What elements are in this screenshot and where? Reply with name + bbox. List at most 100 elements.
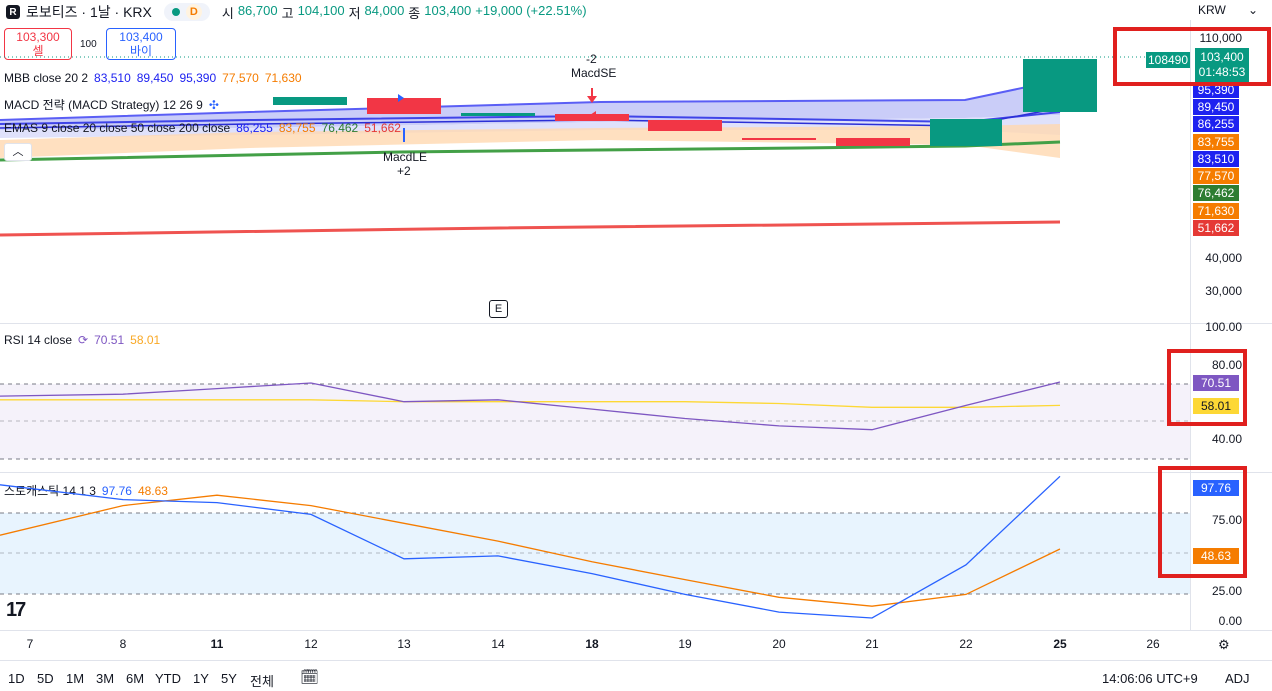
timeframe-button[interactable]: 5D	[37, 671, 54, 686]
mbb-upper-line	[0, 79, 1061, 121]
date-tick-label: 13	[397, 637, 411, 651]
price-axis-label: 71,630	[1193, 203, 1239, 219]
stoch-tick-75: 75.00	[1211, 513, 1242, 527]
ema-band	[0, 124, 1060, 158]
tradingview-logo-icon[interactable]: 17	[6, 599, 26, 621]
price-axis-label: 77,570	[1193, 168, 1239, 184]
mbb-value-4: 77,570	[222, 71, 259, 85]
price-chart[interactable]	[0, 20, 1190, 322]
high-label: 고	[281, 5, 294, 21]
date-tick-label: 26	[1146, 637, 1160, 651]
timeframe-button[interactable]: 전체	[250, 674, 274, 689]
candle	[1023, 59, 1097, 112]
collapse-legend-chevron-up-icon[interactable]: ︿	[4, 143, 32, 161]
macd-legend[interactable]: MACD 전략 (MACD Strategy) 12 26 9 ✣	[4, 96, 219, 113]
rsi-refresh-icon: ⟳	[78, 333, 89, 347]
candle	[836, 138, 910, 146]
market-open-dot-icon	[171, 8, 180, 16]
mbb-name: MBB close 20 2	[4, 71, 89, 85]
date-tick-label: 22	[959, 637, 973, 651]
rsi-legend[interactable]: RSI 14 close ⟳ 70.51 58.01	[4, 333, 160, 347]
price-axis-border	[1190, 20, 1191, 630]
date-tick-label: 19	[678, 637, 692, 651]
earnings-marker[interactable]: E	[489, 300, 508, 318]
date-tick-label: 20	[772, 637, 786, 651]
open-value: 86,700	[237, 2, 278, 18]
sell-price: 103,300	[16, 30, 60, 44]
symbol-logo-icon: R	[6, 5, 20, 19]
emas-value-1: 86,255	[236, 121, 273, 135]
date-tick-label: 7	[26, 637, 34, 651]
buy-price: 103,400	[119, 30, 163, 44]
rsi-line	[0, 381, 1061, 431]
pane-divider[interactable]	[0, 472, 1272, 473]
timeframe-button[interactable]: 1D	[8, 671, 25, 686]
mbb-value-5: 71,630	[264, 71, 302, 85]
macdle-label: MacdLE	[383, 150, 428, 164]
candle	[367, 98, 441, 114]
date-tick-label: 11	[210, 637, 224, 651]
rsi-ma-line	[0, 399, 1061, 408]
macd-name: MACD 전략 (MACD Strategy) 12 26 9	[4, 98, 203, 112]
rsi-ma-value: 58.01	[130, 333, 161, 347]
buy-label: 바이	[129, 44, 153, 58]
date-tick-label: 21	[865, 637, 879, 651]
buy-button[interactable]: 103,400 바이	[106, 28, 176, 60]
macdse-arrow-head-icon	[587, 96, 597, 103]
timeframe-button[interactable]: YTD	[155, 671, 181, 686]
candle	[273, 97, 347, 105]
timeframe-button[interactable]: 3M	[96, 671, 115, 686]
rsi-name: RSI 14 close	[4, 333, 73, 347]
emas-legend[interactable]: EMAS 9 close 20 close 50 close 200 close…	[4, 121, 401, 135]
open-label: 시	[221, 5, 234, 21]
adj-toggle[interactable]: ADJ	[1225, 671, 1250, 686]
emas-value-3: 76,462	[321, 121, 359, 135]
change-value: +19,000 (+22.51%)	[475, 2, 587, 18]
mbb-value-3: 95,390	[179, 71, 217, 85]
market-status[interactable]: D	[163, 3, 210, 21]
stoch-chart[interactable]	[0, 473, 1190, 630]
candle	[648, 120, 722, 131]
date-tick-label: 18	[585, 637, 599, 651]
price-axis-label: 89,450	[1193, 99, 1239, 115]
emas-value-4: 51,662	[364, 121, 401, 135]
date-tick-label: 12	[304, 637, 318, 651]
rsi-tick-80: 80.00	[1211, 358, 1242, 372]
price-axis-label: 95,390	[1193, 82, 1239, 98]
rsi-tick-100: 100.00	[1205, 320, 1242, 334]
currency-dropdown[interactable]: KRW ⌄	[1198, 3, 1258, 17]
timeframe-button[interactable]: 6M	[126, 671, 145, 686]
clock-timezone[interactable]: 14:06:06 UTC+9	[1102, 671, 1198, 686]
timeframe-button[interactable]: 1M	[66, 671, 85, 686]
current-price-label: 103,400 01:48:53	[1195, 48, 1249, 82]
rsi-chart[interactable]	[0, 324, 1190, 472]
price-axis-label: 83,755	[1193, 134, 1239, 150]
price-tick-2: 40,000	[1205, 251, 1242, 265]
stoch-tick-25: 25.00	[1211, 584, 1242, 598]
macd-left-arrow-icon	[590, 111, 596, 119]
axis-settings-gear-icon[interactable]: ⚙	[1218, 637, 1230, 652]
candle	[555, 114, 629, 121]
date-tick-label: 14	[491, 637, 505, 651]
stoch-d-line	[0, 494, 1061, 607]
chevron-down-icon: ⌄	[1247, 3, 1258, 17]
symbol-title[interactable]: 로보티즈 · 1날 · KRX	[26, 4, 152, 20]
pane-divider[interactable]	[0, 323, 1272, 324]
mbb-legend[interactable]: MBB close 20 2 83,510 89,450 95,390 77,5…	[4, 71, 302, 85]
ohlc-values: 시 86,700 고 104,100 저 84,000 종 103,400 +19,00…	[222, 3, 587, 22]
macd-right-arrow-icon	[398, 94, 404, 102]
high-value: 104,100	[297, 2, 345, 18]
highlight-box-stoch	[1158, 466, 1247, 578]
stoch-d-axis-label: 48.63	[1193, 548, 1239, 564]
symbol-header[interactable]: R 로보티즈 · 1날 · KRX D 시 86,700 고 104,100 저 84…	[6, 2, 587, 22]
current-time-label: 108490	[1146, 52, 1190, 68]
current-price: 103,400	[1200, 50, 1244, 64]
timeframe-button[interactable]: 1Y	[193, 671, 209, 686]
macdle-count: +2	[397, 164, 411, 178]
timeframe-button[interactable]: 5Y	[221, 671, 237, 686]
rsi-value: 70.51	[94, 333, 125, 347]
candle	[742, 138, 816, 140]
date-range-calendar-icon[interactable]: 🗓	[300, 669, 320, 686]
settings-sparkle-icon[interactable]: ✣	[208, 97, 219, 112]
sell-button[interactable]: 103,300 셀	[4, 28, 72, 60]
